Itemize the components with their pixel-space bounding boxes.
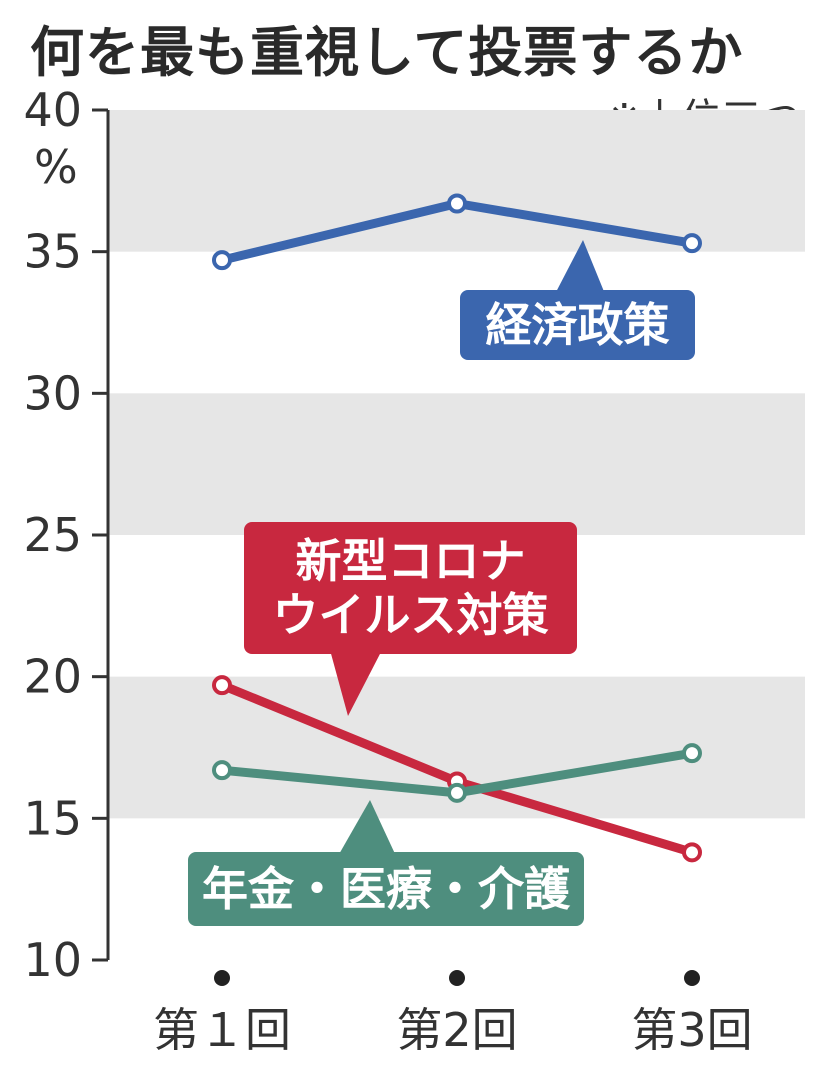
series-point [212,760,232,781]
x-category-dot [449,970,465,986]
x-category-dot [684,970,700,986]
y-tick-label: 40 [23,83,82,137]
y-tick-label: 20 [23,650,82,704]
y-tick-label: 25 [23,508,82,562]
series-point [212,250,232,271]
series-label: ウイルス対策 [273,588,549,642]
y-tick-label: 30 [23,366,82,420]
series-point [447,782,467,803]
series-point [682,743,702,764]
grid-band [108,393,805,535]
series-point [447,193,467,214]
legend-callout [188,852,584,926]
series-label: 新型コロナ [296,534,526,588]
series-point [682,842,702,863]
legend-callout [460,290,695,360]
series-label: 経済政策 [486,298,670,352]
y-axis-unit: % [34,140,78,194]
x-tick-label: 第１回 [153,1003,291,1057]
y-tick-label: 15 [23,791,82,845]
x-tick-label: 第3回 [631,1003,752,1057]
legend-callout [244,522,577,654]
legend-callout-tail [555,240,605,294]
legend-callout-tail [338,800,396,856]
chart-title: 何を最も重視して投票するか [30,21,744,84]
legend-callout-tail [330,650,382,716]
x-category-dot [214,970,230,986]
series-point [212,675,232,696]
series-point [682,233,702,254]
y-tick-label: 10 [23,933,82,987]
grid-band [108,110,805,252]
series-label: 年金・医療・介護 [202,862,571,916]
y-tick-label: 35 [23,225,82,279]
x-tick-label: 第2回 [396,1003,517,1057]
